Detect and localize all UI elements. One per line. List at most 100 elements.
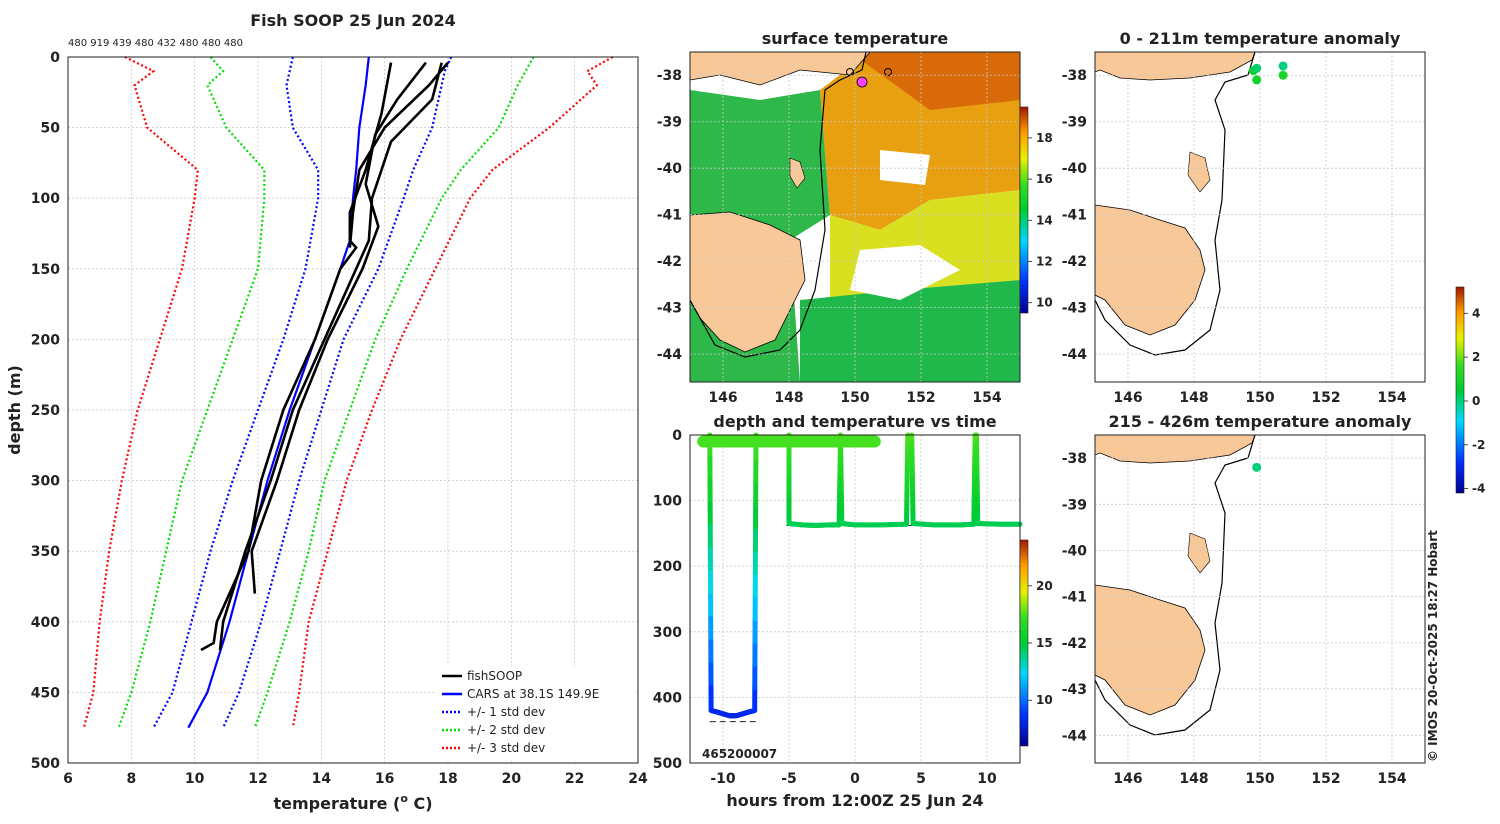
sst-y-tick: -41	[657, 208, 682, 224]
anomaly-deep-x-tick: 150	[1245, 771, 1274, 787]
profile-y-tick: 400	[31, 615, 60, 631]
anomaly-deep-tasmania	[1095, 585, 1205, 715]
profile-lines	[84, 57, 613, 728]
anomaly-shallow-y-tick: -43	[1062, 301, 1087, 317]
legend-cars: CARS at 38.1S 149.9E	[467, 687, 599, 701]
timeseries-x-tick: -5	[781, 771, 797, 787]
profile-x-tick: 6	[63, 771, 73, 787]
anomaly-shallow-points	[1249, 61, 1288, 84]
anomaly-colorbar-tick-label: 2	[1472, 350, 1480, 364]
anomaly-shallow-point	[1279, 71, 1288, 80]
timeseries-y-tick: 500	[653, 756, 682, 772]
profile-xlabel: temperature (o C)	[273, 792, 432, 813]
sst-y-tick: -38	[657, 68, 682, 84]
anomaly-deep-y-tick: -38	[1062, 451, 1087, 467]
timeseries-x-tick: -10	[710, 771, 736, 787]
anomaly-colorbar-tick-label: -2	[1472, 438, 1485, 452]
sst-y-tick: -44	[657, 347, 683, 363]
profile-y-tick: 250	[31, 403, 60, 419]
anomaly-shallow-mainland	[1095, 52, 1255, 80]
anomaly-deep-x-tick: 148	[1179, 771, 1208, 787]
anomaly-shallow-y-tick: -39	[1062, 115, 1087, 131]
anomaly-colorbar-ticks: 420-2-4	[1464, 306, 1485, 495]
sst-y-tick: -39	[657, 115, 682, 131]
anomaly-deep-y-tick: -40	[1062, 543, 1088, 559]
anomaly-colorbar-tick-label: -4	[1472, 482, 1485, 496]
sst-y-tick: -43	[657, 301, 682, 317]
timeseries-xlabel: hours from 12:00Z 25 Jun 24	[726, 791, 983, 810]
timeseries-lines	[703, 435, 1020, 722]
anomaly-shallow-y-tick: -41	[1062, 208, 1087, 224]
timeseries-colorbar	[1020, 540, 1028, 746]
timeseries-y-tick: 400	[653, 690, 682, 706]
profile-x-tick: 20	[502, 771, 522, 787]
legend-3std: +/- 3 std dev	[467, 741, 545, 755]
anomaly-shallow-y-tick: -44	[1062, 347, 1088, 363]
profile-x-tick: 12	[248, 771, 267, 787]
timeseries-colorbar-tick-label: 20	[1036, 579, 1053, 593]
sst-cloud-gap2	[880, 150, 930, 185]
profile-y-tick: 150	[31, 262, 60, 278]
timeseries-x-tick: 5	[916, 771, 926, 787]
profile-x-tick: 24	[628, 771, 648, 787]
anomaly-shallow-x-tick: 150	[1245, 390, 1274, 406]
anomaly-shallow-y-tick: -40	[1062, 161, 1088, 177]
profile-y-tick: 450	[31, 685, 60, 701]
sst-x-tick: 152	[906, 390, 935, 406]
timeseries-x-tick: 0	[850, 771, 860, 787]
timeseries-colorbar-tick-label: 15	[1036, 636, 1053, 650]
profile-y-tick: 300	[31, 474, 60, 490]
anomaly-deep-y-tick: -42	[1062, 636, 1087, 652]
anomaly-deep-y-tick: -43	[1062, 682, 1087, 698]
anomaly-deep-points	[1252, 463, 1261, 472]
profile-x-tick: 18	[438, 771, 457, 787]
profile-series--3-std-dev	[293, 57, 613, 728]
timeseries-y-tick: 100	[653, 494, 682, 510]
anomaly-deep-title: 215 - 426m temperature anomaly	[1109, 412, 1412, 431]
profile-y-tick: 500	[31, 756, 60, 772]
anomaly-deep-map	[1095, 435, 1255, 735]
legend-fishsoop: fishSOOP	[467, 669, 522, 683]
profile-series-fishsoop	[201, 63, 391, 650]
sst-colorbar-tick-label: 16	[1036, 172, 1053, 186]
anomaly-colorbar-tick-label: 0	[1472, 394, 1480, 408]
anomaly-shallow-x-tick: 146	[1113, 390, 1142, 406]
anomaly-shallow-x-tick: 154	[1377, 390, 1406, 406]
sst-x-tick: 154	[972, 390, 1001, 406]
anomaly-shallow-y-ticks: -38-39-40-41-42-43-44	[1062, 68, 1088, 363]
legend-2std: +/- 2 std dev	[467, 723, 545, 737]
timeseries-title: depth and temperature vs time	[713, 412, 996, 431]
anomaly-deep-y-tick: -41	[1062, 590, 1087, 606]
profile-series--1-std-dev	[223, 57, 451, 728]
sst-x-tick: 150	[840, 390, 869, 406]
profile-grid	[68, 57, 638, 763]
sst-title: surface temperature	[762, 29, 949, 48]
sst-x-tick: 146	[708, 390, 737, 406]
profile-y-tick: 0	[50, 50, 60, 66]
profile-title: Fish SOOP 25 Jun 2024	[250, 11, 456, 30]
timeseries-y-tick: 200	[653, 559, 682, 575]
profile-counts: 480 919 439 480 432 480 480 480	[68, 38, 243, 49]
profile-x-tick: 14	[312, 771, 332, 787]
anomaly-colorbar	[1456, 287, 1464, 493]
profile-x-tick: 16	[375, 771, 394, 787]
profile-y-tick: 50	[41, 121, 61, 137]
timeseries-bottom-label: 465200007	[702, 747, 777, 761]
anomaly-deep-point	[1252, 463, 1261, 472]
timeseries-x-tick: 10	[977, 771, 997, 787]
profile-legend: fishSOOP CARS at 38.1S 149.9E +/- 1 std …	[436, 666, 634, 760]
anomaly-deep-x-tick: 146	[1113, 771, 1142, 787]
profile-ylabel: depth (m)	[5, 365, 24, 455]
timeseries-x-ticks: -10 -5 0 5 10	[710, 771, 997, 787]
profile-y-tick: 350	[31, 544, 60, 560]
anomaly-deep-x-tick: 152	[1311, 771, 1340, 787]
timeseries-y-tick: 0	[672, 428, 682, 444]
profile-x-tick: 10	[185, 771, 205, 787]
